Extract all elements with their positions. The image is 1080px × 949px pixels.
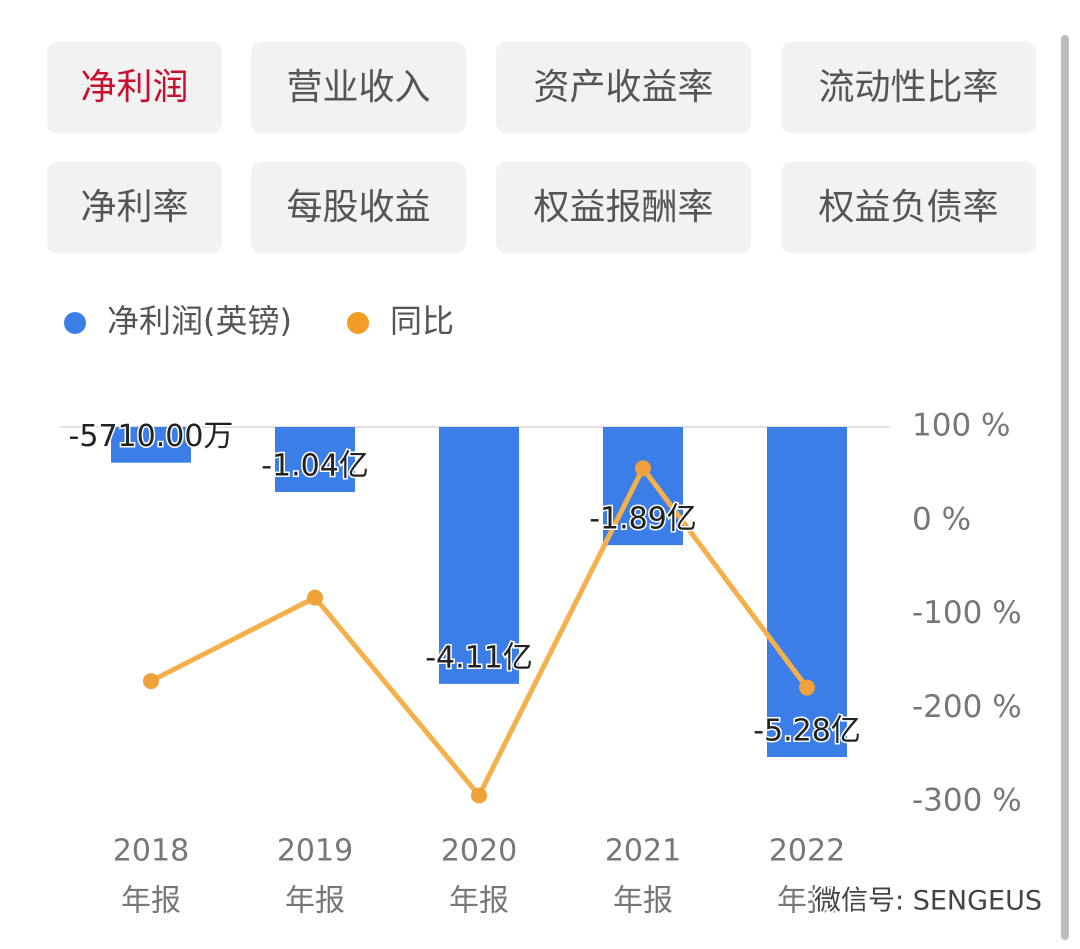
legend-marker (347, 312, 369, 334)
x-tick-label: 年报 (121, 884, 181, 919)
legend-label: 净利润(英镑) (107, 302, 292, 340)
tab-label: 净利润 (80, 67, 188, 108)
line-point (307, 589, 323, 606)
watermark: 微信号: SENGEUS (814, 886, 1042, 917)
line-point (799, 679, 815, 696)
tab[interactable] (781, 162, 1036, 253)
tab-label: 流动性比率 (818, 67, 998, 108)
data-label: -1.04亿 (261, 449, 369, 484)
scrollbar[interactable] (1061, 35, 1069, 940)
tab[interactable] (496, 42, 751, 133)
tab[interactable] (47, 42, 222, 133)
tab[interactable] (496, 162, 751, 253)
y2-tick-label: -300 % (912, 783, 1022, 819)
tab-label: 权益负债率 (818, 187, 998, 228)
tab-label: 净利率 (80, 187, 188, 228)
tab-label: 每股收益 (286, 187, 430, 228)
bar (275, 427, 355, 492)
tab[interactable] (251, 162, 466, 253)
y2-tick-label: 0 % (912, 501, 971, 537)
bar (111, 427, 191, 463)
x-tick-label: 2019 (277, 834, 353, 869)
x-tick-label: 年报 (285, 884, 345, 919)
x-tick-label: 2021 (605, 834, 681, 869)
legend-marker (64, 312, 86, 334)
x-tick-label: 2020 (441, 834, 517, 869)
data-label: -5.28亿 (753, 714, 861, 749)
line-point (143, 673, 159, 690)
x-tick-label: 年报 (613, 884, 673, 919)
data-label: -5710.00万 (69, 419, 234, 454)
tab-label: 权益报酬率 (533, 187, 713, 228)
x-tick-label: 年报 (449, 884, 509, 919)
tab-label: 营业收入 (286, 67, 430, 108)
data-label: -4.11亿 (425, 640, 533, 675)
line-point (635, 460, 651, 477)
x-tick-label: 2022 (769, 834, 845, 869)
bar (767, 427, 847, 757)
tab[interactable] (251, 42, 466, 133)
bar (439, 427, 519, 684)
x-tick-label: 2018 (113, 834, 189, 869)
y2-tick-label: -100 % (912, 595, 1022, 631)
tab-label: 资产收益率 (533, 67, 713, 108)
y2-tick-label: 100 % (912, 408, 1010, 444)
x-tick-label: 年报 (777, 884, 837, 919)
line-point (471, 787, 487, 804)
y2-tick-label: -200 % (912, 689, 1022, 725)
legend-label: 同比 (390, 302, 454, 340)
data-label: -1.89亿 (589, 502, 697, 537)
tab[interactable] (781, 42, 1036, 133)
tab[interactable] (47, 162, 222, 253)
